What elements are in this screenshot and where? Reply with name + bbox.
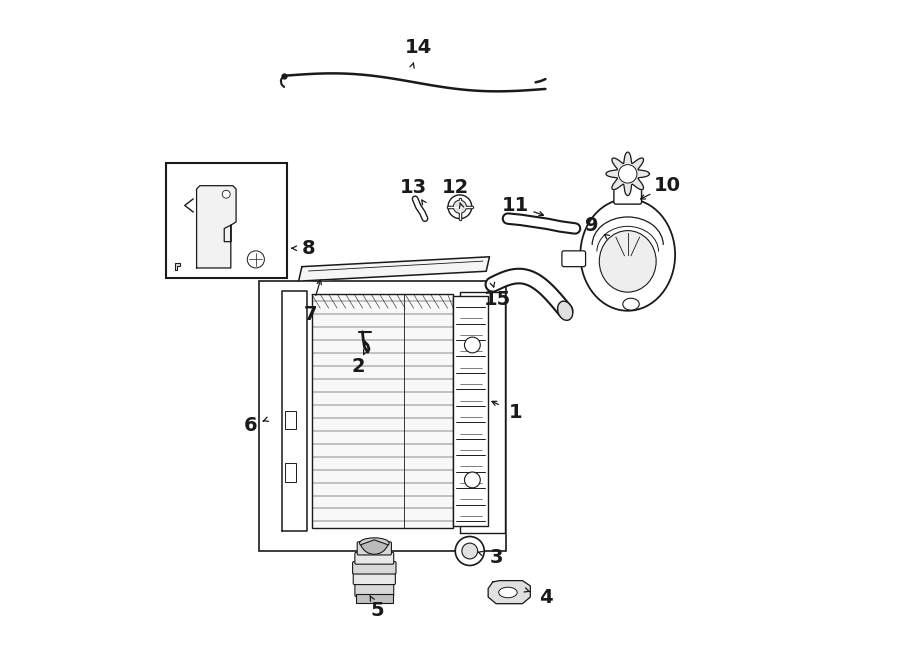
Text: 1: 1 [509, 403, 523, 422]
FancyBboxPatch shape [355, 553, 393, 564]
Text: 4: 4 [538, 588, 553, 607]
Bar [285, 410, 296, 429]
Bar [356, 594, 392, 603]
Text: 9: 9 [585, 215, 598, 235]
Bar [470, 477, 476, 493]
Text: 11: 11 [502, 196, 529, 215]
Circle shape [618, 165, 637, 183]
Text: 8: 8 [302, 239, 315, 258]
Text: 12: 12 [442, 178, 469, 196]
Text: 2: 2 [351, 357, 364, 376]
Polygon shape [460, 292, 505, 533]
Bar [259, 281, 506, 551]
Bar [166, 163, 287, 278]
Circle shape [248, 251, 265, 268]
Circle shape [454, 200, 466, 214]
Wedge shape [361, 540, 388, 555]
Polygon shape [175, 263, 180, 270]
Text: 3: 3 [490, 548, 503, 567]
Ellipse shape [359, 538, 389, 549]
Ellipse shape [558, 301, 572, 321]
FancyBboxPatch shape [614, 184, 642, 204]
Circle shape [222, 190, 230, 198]
Text: 6: 6 [244, 416, 257, 436]
FancyBboxPatch shape [357, 542, 392, 555]
FancyBboxPatch shape [562, 251, 586, 266]
Circle shape [464, 472, 481, 488]
Polygon shape [606, 152, 650, 196]
Circle shape [462, 543, 478, 559]
Polygon shape [196, 186, 236, 268]
Polygon shape [488, 580, 530, 603]
Text: 7: 7 [303, 305, 317, 323]
Circle shape [455, 537, 484, 565]
Text: 14: 14 [405, 38, 432, 57]
Ellipse shape [599, 231, 656, 292]
Bar [285, 463, 296, 482]
FancyBboxPatch shape [353, 562, 396, 574]
Ellipse shape [623, 298, 639, 310]
Text: 10: 10 [653, 176, 680, 195]
Bar [454, 295, 488, 526]
Bar [470, 371, 476, 388]
Ellipse shape [580, 199, 675, 311]
Circle shape [464, 337, 481, 353]
Text: 5: 5 [371, 601, 384, 620]
Circle shape [448, 195, 472, 219]
FancyBboxPatch shape [353, 571, 395, 584]
FancyBboxPatch shape [355, 582, 393, 596]
Ellipse shape [499, 587, 517, 598]
Text: 15: 15 [484, 290, 511, 309]
Polygon shape [283, 291, 307, 531]
Bar [311, 294, 454, 528]
Text: 13: 13 [400, 178, 427, 196]
Polygon shape [299, 256, 490, 281]
